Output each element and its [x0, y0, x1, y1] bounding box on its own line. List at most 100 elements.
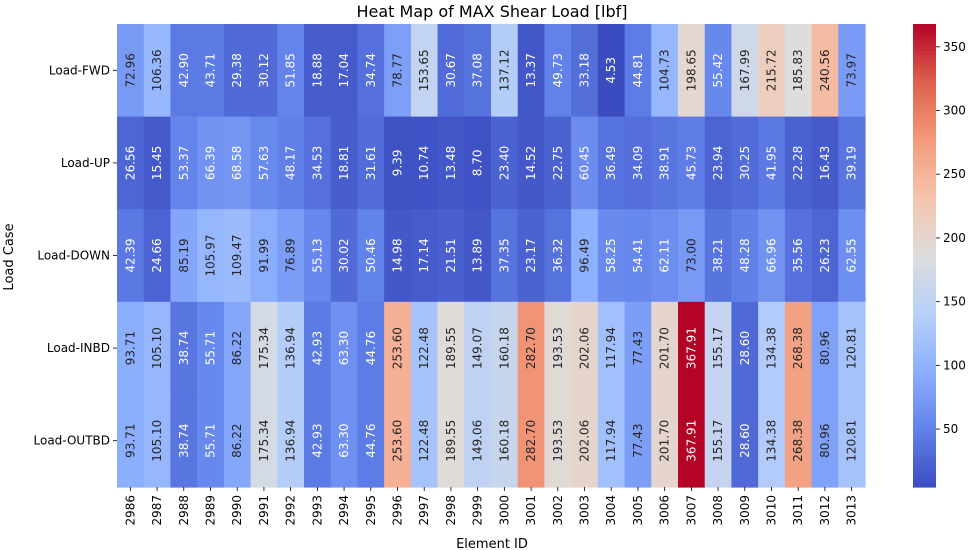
heatmap-cell: [517, 209, 546, 303]
heatmap-cell: [250, 301, 278, 395]
colorbar-segment: [913, 367, 936, 372]
chart-title: Heat Map of MAX Shear Load [lbf]: [357, 2, 628, 21]
colorbar-segment: [913, 54, 936, 60]
cell-value-label: 193.53: [551, 420, 565, 462]
heatmap-cell: [838, 24, 866, 118]
cell-value-label: 105.10: [150, 420, 164, 462]
colorbar-segment: [913, 429, 936, 434]
y-tick-label: Load-INBD: [47, 341, 110, 355]
cell-value-label: 4.53: [604, 57, 618, 84]
heatmap-cell: [517, 24, 546, 118]
cell-value-label: 185.83: [791, 49, 805, 91]
cell-value-label: 13.89: [471, 238, 485, 272]
colorbar-segment: [913, 321, 936, 326]
cell-value-label: 175.34: [257, 420, 271, 462]
cell-value-label: 367.91: [684, 420, 698, 462]
heatmap-cell: [731, 394, 759, 488]
cell-value-label: 198.65: [684, 49, 698, 91]
cell-value-label: 76.89: [284, 238, 298, 272]
cell-value-label: 73.00: [684, 238, 698, 272]
heatmap-cell: [223, 116, 252, 210]
cell-value-label: 37.08: [471, 53, 485, 87]
cell-value-label: 23.40: [497, 146, 511, 180]
cell-value-label: 44.76: [364, 424, 378, 458]
heatmap-cell: [223, 301, 252, 395]
heatmap-cell: [410, 116, 439, 210]
colorbar-segment: [913, 151, 936, 156]
colorbar-segment: [913, 193, 936, 199]
colorbar-segment: [913, 363, 936, 368]
cell-value-label: 14.98: [391, 238, 405, 272]
heatmap-cell: [117, 394, 145, 488]
colorbar-segment: [913, 81, 936, 87]
colorbar-segment: [913, 452, 936, 457]
cell-value-label: 109.47: [230, 235, 244, 277]
cell-value-label: 189.55: [444, 327, 458, 369]
cell-value-label: 63.30: [337, 331, 351, 365]
cell-value-label: 120.81: [845, 420, 859, 462]
colorbar-segment: [913, 159, 936, 164]
heatmap-cell: [223, 209, 252, 303]
colorbar-segment: [913, 178, 936, 183]
cell-value-label: 66.96: [765, 238, 779, 272]
colorbar-segment: [913, 286, 936, 291]
colorbar-segment: [913, 328, 936, 334]
colorbar-segment: [913, 282, 936, 287]
cell-value-label: 31.61: [364, 146, 378, 180]
x-axis-ticks: 2986 2987 2988 2989 2990 2991 2992 2993 2994 2995…: [123, 487, 859, 526]
colorbar-segment: [913, 51, 936, 56]
x-tick-label: 2987: [150, 495, 164, 526]
heatmap-cell: [544, 394, 572, 488]
x-tick-label: 3012: [818, 495, 832, 526]
x-axis-label: Element ID: [456, 537, 528, 550]
colorbar-segment: [913, 247, 936, 253]
x-tick-label: 3003: [578, 495, 592, 526]
cell-value-label: 10.74: [417, 146, 431, 180]
cell-value-label: 80.96: [818, 424, 832, 458]
colorbar-segment: [913, 336, 936, 341]
colorbar-segment: [913, 471, 936, 477]
heatmap-cell: [330, 24, 359, 118]
colorbar-segment: [913, 89, 936, 95]
x-tick-label: 2997: [417, 495, 431, 526]
colorbar-segment: [913, 371, 936, 376]
heatmap-cell: [597, 116, 626, 210]
heatmap-cell: [544, 209, 572, 303]
colorbar-segment: [913, 459, 936, 465]
colorbar-segment: [913, 197, 936, 203]
colorbar-segment: [913, 270, 936, 276]
colorbar-segment: [913, 255, 936, 260]
heatmap-cell: [678, 209, 706, 303]
x-tick-label: 2993: [310, 495, 324, 526]
colorbar-segment: [913, 436, 936, 442]
cell-value-label: 193.53: [551, 327, 565, 369]
x-tick-label: 2996: [391, 495, 405, 526]
heatmap-cell: [277, 116, 305, 210]
heatmap-cell: [437, 209, 465, 303]
cell-value-label: 16.43: [818, 146, 832, 180]
cell-value-label: 153.65: [417, 49, 431, 91]
colorbar-segment: [913, 232, 936, 237]
cell-value-label: 23.94: [711, 146, 725, 180]
cell-value-label: 36.49: [604, 146, 618, 180]
heatmap-cell: [704, 24, 733, 118]
cell-value-label: 201.70: [658, 327, 672, 369]
colorbar-segment: [913, 240, 936, 245]
heatmap-cell: [491, 209, 519, 303]
heatmap-cell: [437, 394, 465, 488]
heatmap-cell: [731, 116, 759, 210]
cell-value-label: 29.38: [230, 53, 244, 87]
colorbar-segment: [913, 220, 936, 226]
cell-value-label: 268.38: [791, 327, 805, 369]
cell-value-label: 28.60: [738, 331, 752, 365]
heatmap-cell: [250, 24, 278, 118]
cell-value-label: 42.90: [177, 53, 191, 87]
heatmap-cell: [170, 301, 198, 395]
y-tick-label: Load-DOWN: [37, 249, 110, 263]
cell-value-label: 367.91: [684, 327, 698, 369]
cell-value-label: 42.93: [310, 331, 324, 365]
colorbar-segment: [913, 340, 936, 345]
colorbar-segment: [913, 313, 936, 318]
x-tick-label: 2994: [337, 495, 351, 526]
cell-value-label: 149.06: [471, 420, 485, 462]
